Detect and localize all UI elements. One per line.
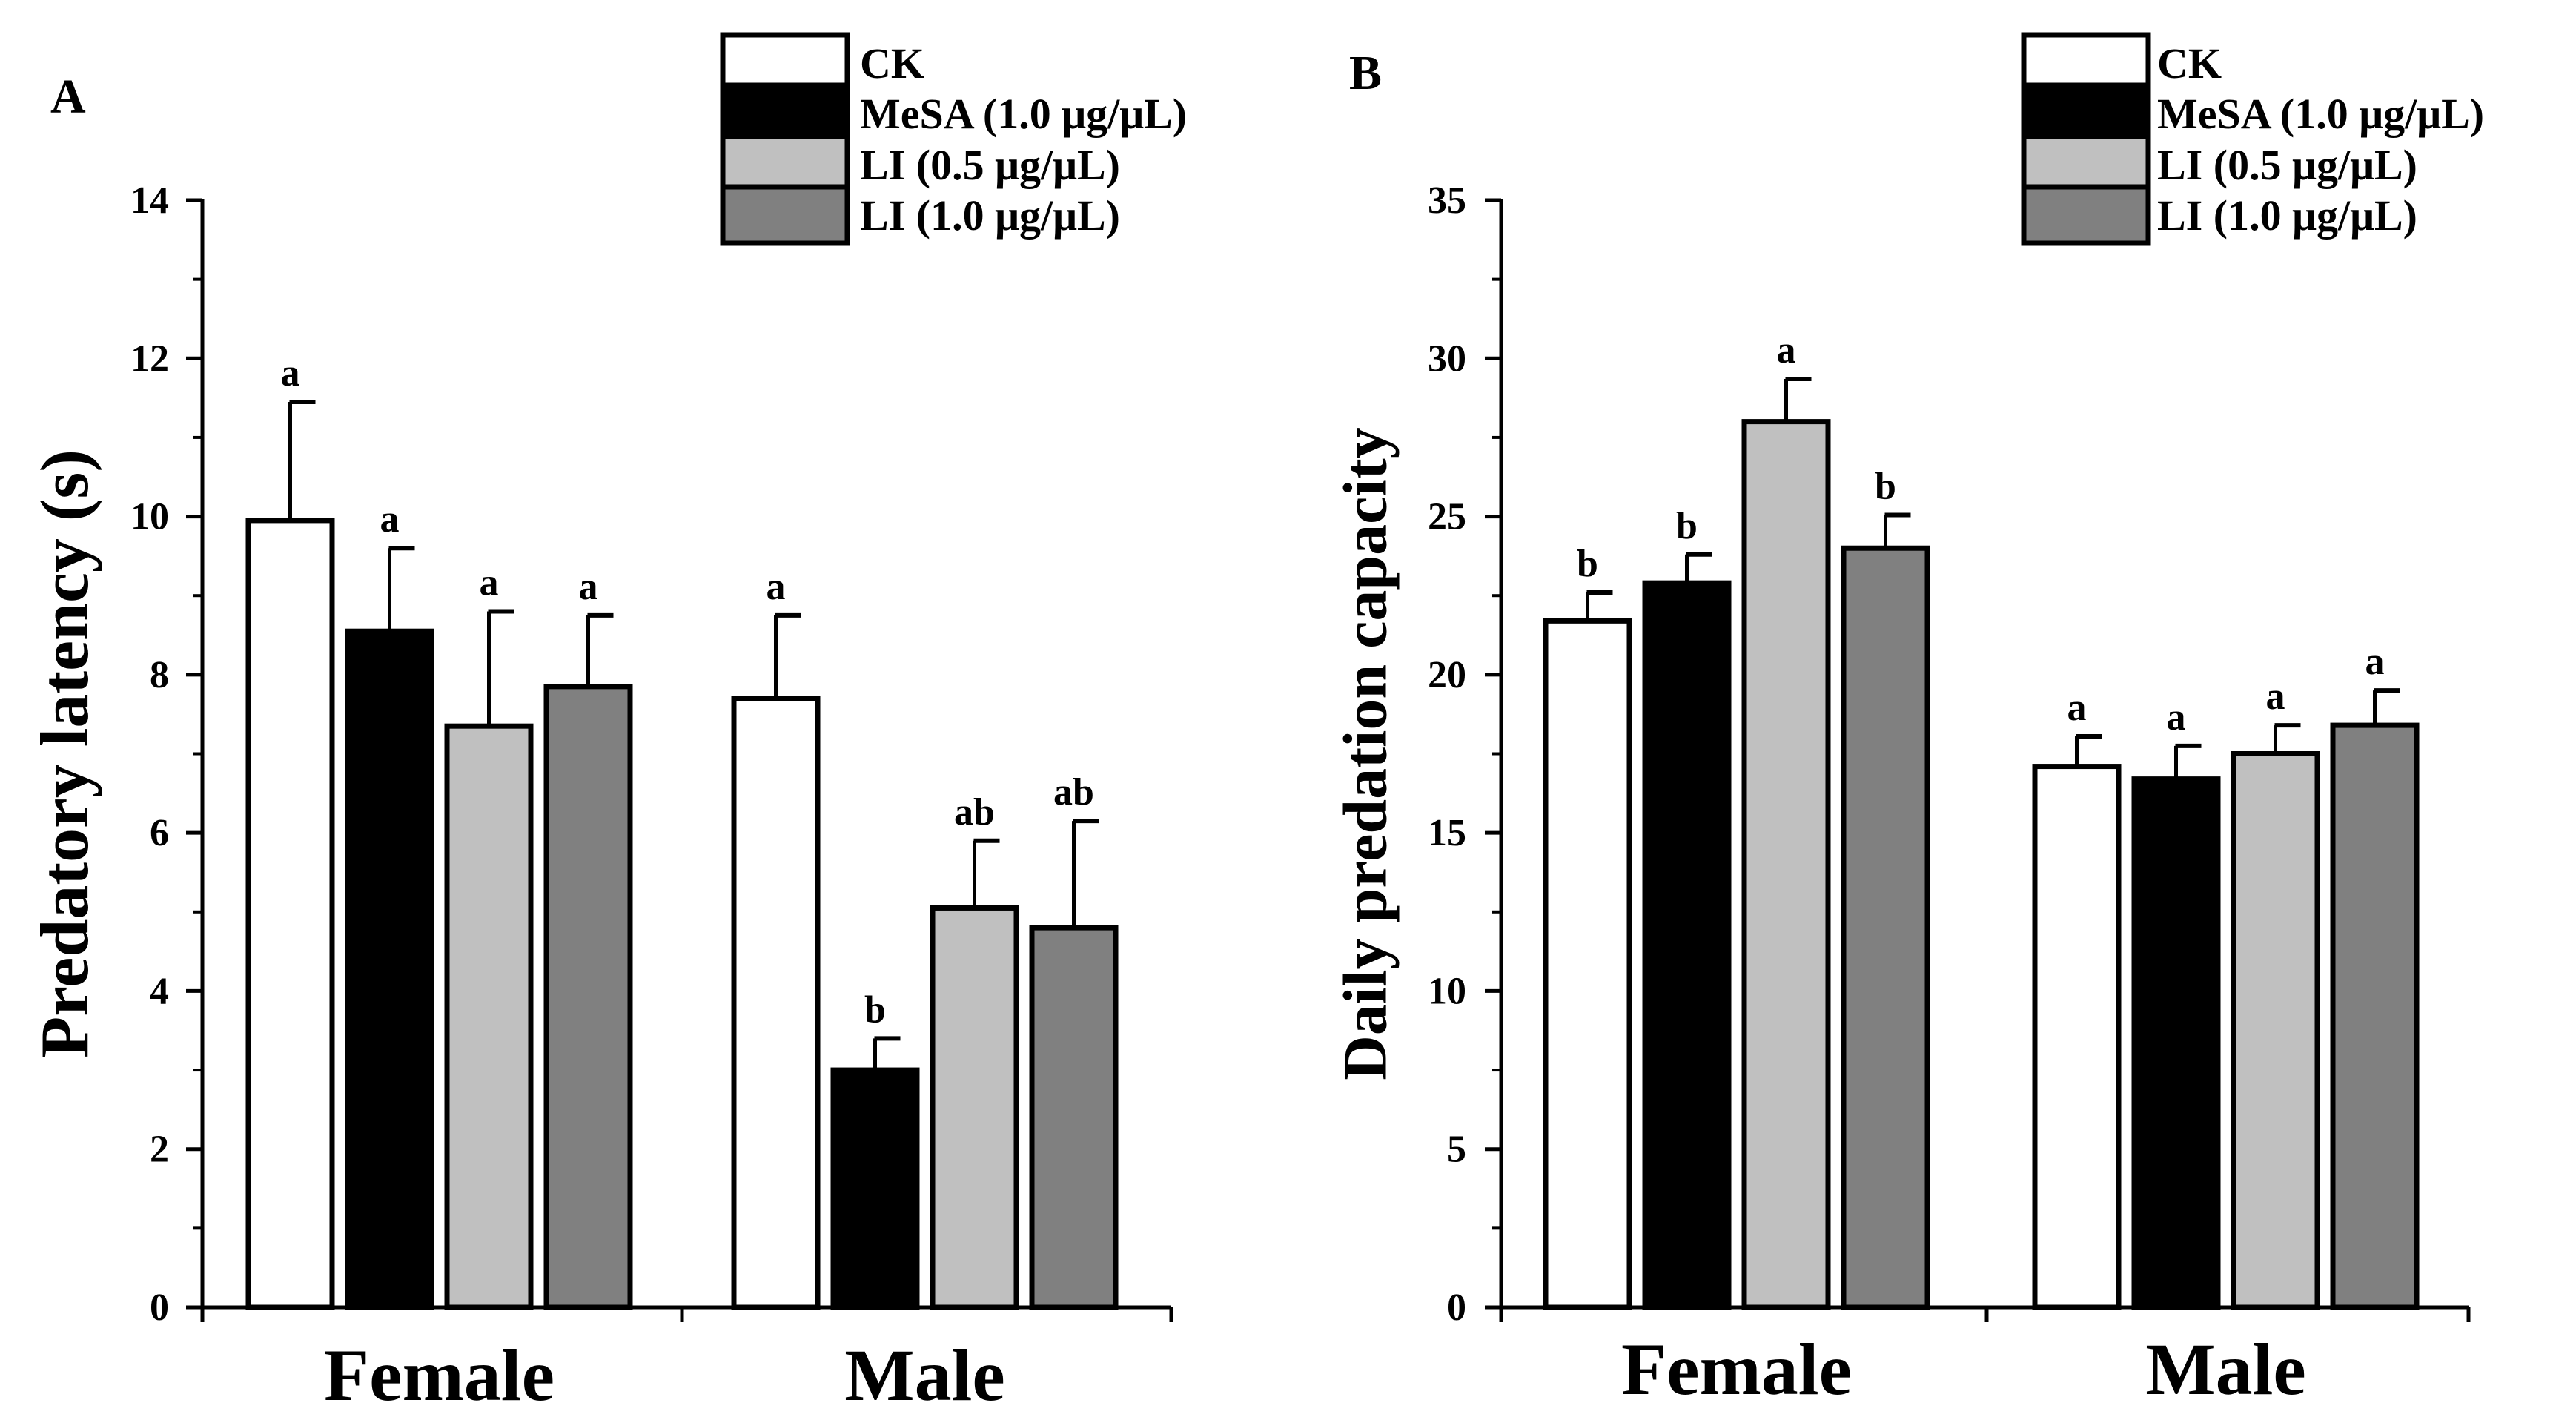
significance-letter: a <box>2365 641 2385 683</box>
significance-letter: a <box>380 498 400 541</box>
significance-letter: a <box>281 352 300 394</box>
y-tick-label: 0 <box>1447 1287 1466 1329</box>
significance-letter: a <box>579 566 598 608</box>
y-tick-label: 2 <box>150 1129 169 1171</box>
x-category-label: Male <box>844 1334 1005 1416</box>
legend-label: LI (0.5 μg/μL) <box>860 141 1120 189</box>
legend-swatch <box>720 184 850 246</box>
significance-letter: b <box>1577 543 1598 585</box>
significance-letter: a <box>2167 696 2186 739</box>
bar <box>2131 776 2221 1310</box>
significance-letter: a <box>766 566 786 608</box>
bar <box>1543 618 1632 1310</box>
legend-label: LI (1.0 μg/μL) <box>860 191 1120 240</box>
significance-letter: b <box>1676 505 1698 547</box>
legend-label: LI (0.5 μg/μL) <box>2157 141 2417 189</box>
y-tick-label: 10 <box>1428 970 1466 1012</box>
significance-letter: b <box>864 988 886 1031</box>
panel-a: A 0 2 4 6 8 10 12 14 Predatory latency (s) a a a a Fem… <box>27 32 1187 1416</box>
bar <box>1741 419 1831 1310</box>
bar <box>543 684 633 1310</box>
bar <box>245 518 335 1310</box>
panel-b: B 0 5 10 15 20 25 30 35 Daily predation capacity b… <box>1331 32 2484 1410</box>
significance-letter: a <box>2067 687 2087 729</box>
bar <box>2231 751 2320 1310</box>
panel-label-a: A <box>50 70 86 124</box>
bar <box>731 696 821 1310</box>
panel-label-b: B <box>1349 46 1382 100</box>
significance-letter: b <box>1875 465 1896 507</box>
legend-label: CK <box>2157 39 2222 87</box>
bar <box>1029 925 1119 1310</box>
legend-swatch <box>2021 184 2151 246</box>
y-tick-label: 10 <box>130 496 169 538</box>
y-tick-label: 25 <box>1428 496 1466 538</box>
y-tick-label: 6 <box>150 812 169 854</box>
y-tick-label: 0 <box>150 1287 169 1329</box>
legend-swatch <box>2021 82 2151 145</box>
y-tick-label: 12 <box>130 337 169 380</box>
significance-letter: ab <box>1053 771 1094 813</box>
legend-swatch <box>2021 133 2151 196</box>
significance-letter: a <box>2266 676 2285 718</box>
bar <box>2032 764 2122 1310</box>
x-category-label: Male <box>2145 1328 2306 1410</box>
legend-label: MeSA (1.0 μg/μL) <box>860 90 1187 138</box>
y-axis-label: Daily predation capacity <box>1331 427 1400 1080</box>
significance-letter: a <box>1777 329 1796 371</box>
x-category-label: Female <box>1621 1328 1852 1410</box>
y-tick-label: 35 <box>1428 179 1466 222</box>
bar <box>1841 545 1930 1310</box>
legend-swatch <box>2021 32 2151 94</box>
legend-label: CK <box>860 39 924 87</box>
bar <box>345 628 434 1310</box>
y-tick-label: 4 <box>150 970 169 1012</box>
legend-label: MeSA (1.0 μg/μL) <box>2157 90 2484 138</box>
legend-label: LI (1.0 μg/μL) <box>2157 191 2417 240</box>
bar <box>444 723 534 1310</box>
significance-letter: ab <box>954 791 995 833</box>
y-tick-label: 5 <box>1447 1129 1466 1171</box>
significance-letter: a <box>480 562 499 604</box>
bar <box>1642 580 1732 1310</box>
legend-swatch <box>720 82 850 145</box>
y-tick-label: 30 <box>1428 337 1466 380</box>
y-tick-label: 15 <box>1428 812 1466 854</box>
y-tick-label: 8 <box>150 654 169 696</box>
y-tick-label: 20 <box>1428 654 1466 696</box>
bar <box>2330 722 2420 1310</box>
bar <box>830 1067 920 1310</box>
x-category-label: Female <box>324 1334 554 1416</box>
bar <box>930 905 1019 1310</box>
legend-swatch <box>720 32 850 94</box>
y-tick-label: 14 <box>130 179 169 222</box>
y-axis-label: Predatory latency (s) <box>27 449 102 1058</box>
